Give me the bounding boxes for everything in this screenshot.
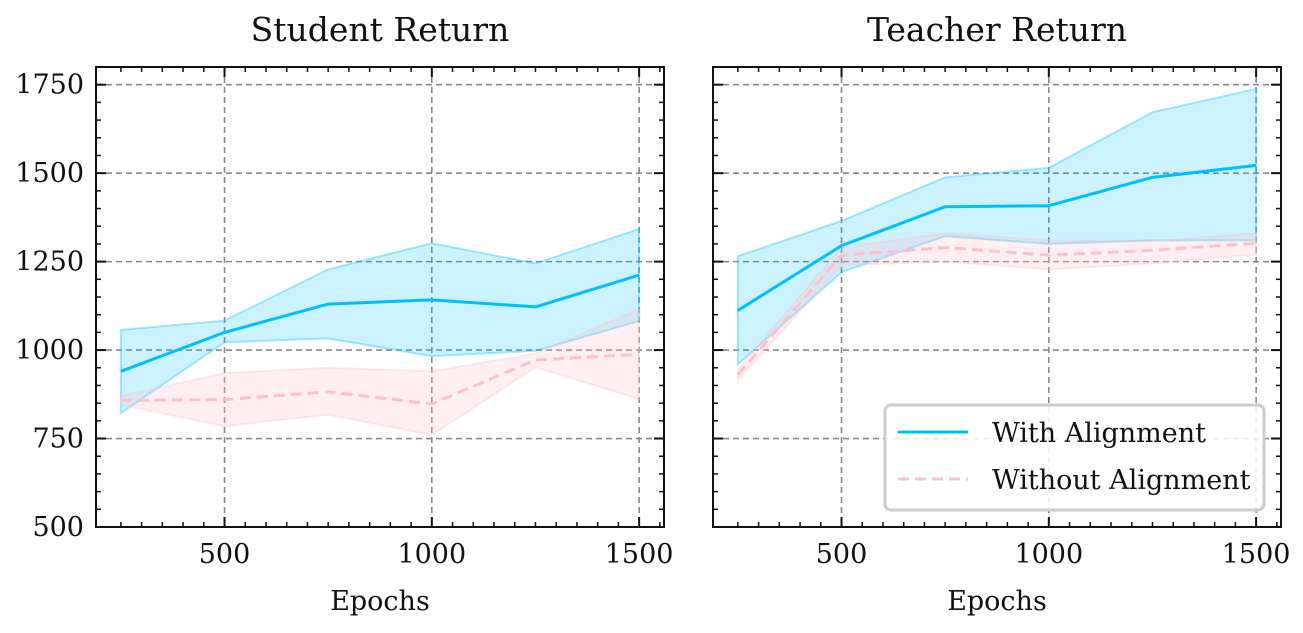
legend: With Alignment Without Alignment (883, 403, 1266, 512)
legend-label-with-alignment: With Alignment (992, 418, 1206, 449)
teacher-return-panel: 500 1000 1500 Teacher Return Epochs (712, 10, 1291, 617)
student-return-panel: 500 1000 1500 500 750 1000 1250 1500 1750 Student… (15, 10, 673, 617)
band-without-alignment (736, 232, 1258, 383)
chart-title: Teacher Return (867, 10, 1127, 49)
x-tick-label: 1000 (1014, 539, 1083, 570)
chart-title: Student Return (251, 10, 510, 49)
line-with-alignment (120, 273, 640, 373)
y-tick-label: 1500 (15, 158, 84, 189)
line-without-alignment (120, 352, 640, 406)
legend-box (883, 403, 1266, 512)
x-axis-label: Epochs (947, 586, 1047, 617)
y-tick-label: 1000 (15, 335, 84, 366)
x-tick-label: 1500 (605, 539, 674, 570)
line-with-alignment (737, 163, 1257, 312)
band-without-alignment (119, 307, 641, 437)
y-tick-label: 750 (32, 424, 84, 455)
y-tick-label: 500 (32, 512, 84, 543)
x-tick-label: 500 (816, 539, 868, 570)
x-axis-label: Epochs (330, 586, 430, 617)
x-tick-label: 500 (199, 539, 251, 570)
y-tick-label: 1750 (15, 70, 84, 101)
x-tick-label: 1500 (1222, 539, 1291, 570)
band-with-alignment (736, 87, 1258, 367)
line-without-alignment (736, 241, 1257, 376)
band-with-alignment (119, 227, 641, 415)
x-tick-label: 1000 (397, 539, 466, 570)
legend-label-without-alignment: Without Alignment (992, 465, 1251, 496)
y-tick-label: 1250 (15, 247, 84, 278)
